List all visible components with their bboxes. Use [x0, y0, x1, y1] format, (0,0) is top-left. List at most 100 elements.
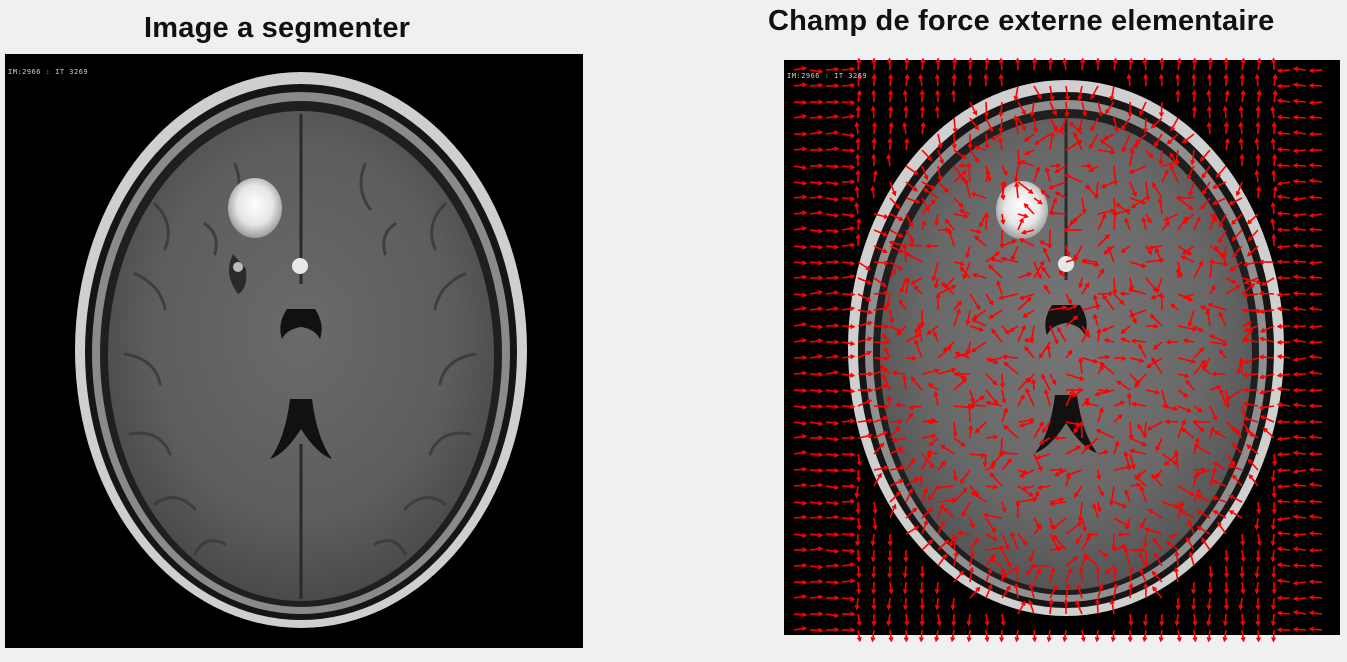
- force-vector: [1033, 197, 1043, 205]
- force-vector-head: [909, 279, 916, 285]
- force-vector-head: [930, 199, 936, 205]
- force-vector: [937, 165, 942, 180]
- force-vector-head: [884, 346, 889, 353]
- force-vector-head: [1052, 534, 1058, 540]
- force-vector: [1277, 579, 1291, 583]
- force-vector: [1075, 600, 1083, 615]
- force-vector-head: [1072, 217, 1078, 223]
- force-vector-head: [1035, 454, 1041, 460]
- force-vector: [969, 149, 979, 162]
- force-vector-head: [1271, 509, 1277, 515]
- force-vector-head: [1228, 494, 1234, 500]
- force-vector-head: [1276, 436, 1283, 442]
- force-vector-head: [1095, 429, 1101, 434]
- force-vector: [989, 472, 1003, 487]
- force-vector: [1129, 483, 1141, 487]
- force-vector: [1143, 629, 1147, 641]
- force-vector-head: [1240, 556, 1246, 563]
- force-vector: [933, 331, 939, 343]
- force-vector: [991, 453, 1003, 466]
- force-vector-head: [1109, 95, 1115, 102]
- force-vector: [1060, 117, 1067, 132]
- force-vector-head: [1271, 169, 1277, 175]
- force-vector: [793, 67, 806, 71]
- force-vector: [943, 341, 955, 352]
- force-vector-head: [1195, 216, 1201, 222]
- force-vector-head: [1049, 501, 1055, 507]
- force-vector-head: [1308, 100, 1314, 106]
- force-vector-head: [1276, 419, 1282, 425]
- force-vector-head: [1020, 485, 1027, 491]
- force-vector: [1309, 435, 1323, 439]
- force-vector: [1294, 339, 1307, 343]
- force-vector-head: [1232, 252, 1237, 258]
- force-vector: [889, 325, 901, 333]
- force-vector-head: [992, 380, 998, 386]
- force-vector: [1293, 292, 1307, 295]
- force-vector: [841, 84, 855, 87]
- force-vector-head: [928, 539, 934, 545]
- force-vector-head: [1004, 329, 1010, 335]
- force-vector-head: [1123, 546, 1129, 552]
- force-vector-head: [867, 336, 873, 342]
- force-vector-head: [1223, 573, 1230, 579]
- force-vector-head: [1211, 496, 1217, 501]
- force-vector: [1022, 229, 1035, 234]
- force-vector: [1219, 389, 1227, 407]
- force-vector-head: [1292, 498, 1298, 504]
- force-vector: [1277, 387, 1291, 391]
- force-vector: [1049, 568, 1055, 583]
- force-vector: [1310, 483, 1323, 487]
- force-vector-head: [1231, 279, 1238, 284]
- force-vector-head: [1276, 386, 1283, 392]
- force-vector: [825, 516, 839, 519]
- force-vector: [871, 186, 875, 199]
- force-vector-head: [1136, 482, 1142, 488]
- force-vector: [1278, 403, 1291, 407]
- force-vector: [793, 613, 807, 616]
- force-vector: [953, 197, 964, 208]
- force-vector: [841, 67, 855, 71]
- force-vector-head: [943, 187, 950, 193]
- force-vector-head: [1213, 430, 1220, 436]
- force-vector: [990, 557, 1003, 567]
- force-vector-head: [966, 402, 972, 409]
- force-vector-head: [1192, 326, 1198, 332]
- force-vector-head: [1200, 204, 1206, 210]
- force-vector-head: [1000, 620, 1006, 627]
- force-vector: [934, 392, 939, 407]
- force-vector-head: [1001, 354, 1008, 360]
- force-vector: [873, 325, 889, 328]
- force-vector-head: [854, 604, 860, 611]
- force-vector-head: [1243, 279, 1250, 285]
- force-vector-head: [1095, 566, 1101, 572]
- force-vector-head: [801, 482, 808, 488]
- force-vector: [951, 597, 955, 610]
- force-vector: [1000, 629, 1003, 642]
- force-vector-head: [1131, 401, 1137, 407]
- force-vector-head: [834, 532, 840, 538]
- force-vector: [936, 74, 939, 87]
- force-vector-head: [1037, 466, 1043, 472]
- force-vector-head: [951, 89, 957, 95]
- force-vector-head: [923, 174, 929, 181]
- force-vector-head: [1031, 378, 1037, 384]
- force-vector-head: [969, 550, 975, 557]
- force-vector: [809, 484, 823, 487]
- force-vector: [809, 565, 823, 569]
- force-vector-head: [934, 484, 940, 490]
- force-vector-head: [849, 132, 856, 138]
- force-vector: [985, 568, 992, 583]
- force-vector: [1110, 85, 1115, 100]
- force-vector-head: [1254, 572, 1260, 579]
- force-field-plot: [793, 57, 1323, 643]
- force-vector-head: [888, 121, 894, 128]
- force-vector: [793, 181, 806, 185]
- force-vector: [841, 227, 854, 231]
- force-vector-head: [966, 620, 972, 627]
- force-vector-head: [1292, 580, 1299, 586]
- force-vector: [999, 293, 1019, 300]
- force-vector: [1207, 613, 1211, 625]
- force-vector-head: [817, 564, 824, 570]
- force-vector-head: [968, 424, 974, 431]
